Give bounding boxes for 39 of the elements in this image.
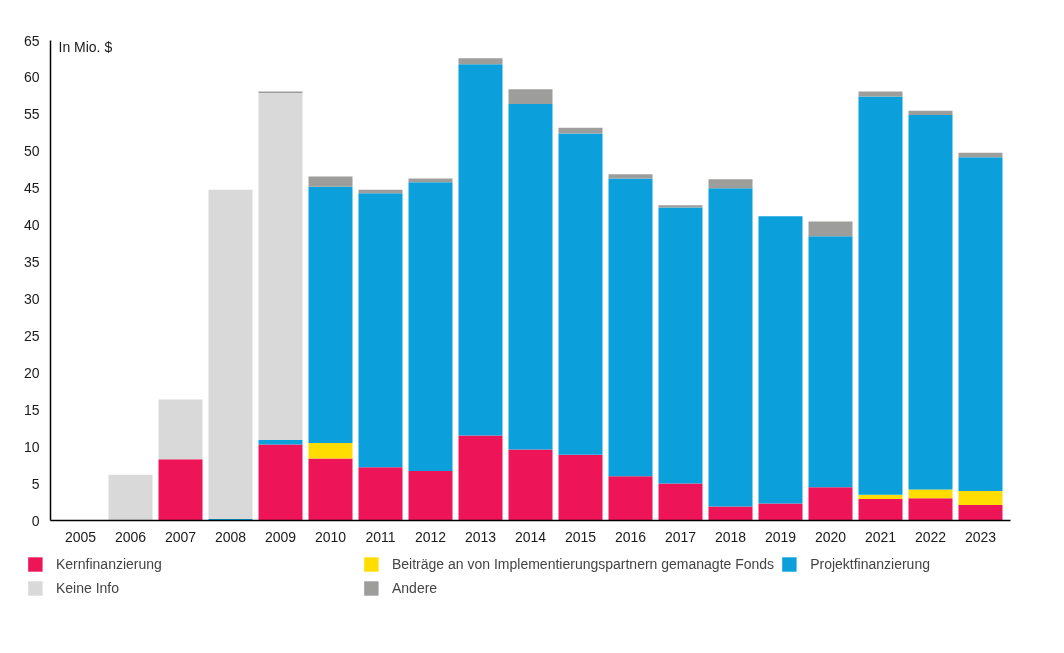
x-tick-label: 2013 xyxy=(464,528,497,545)
x-tick-label: 2020 xyxy=(814,528,847,545)
x-tick-label: 2023 xyxy=(964,528,997,545)
y-tick-label: 10 xyxy=(23,438,40,455)
y-tick-label: 30 xyxy=(23,290,40,307)
x-tick-label: 2006 xyxy=(114,528,147,545)
x-tick-label: 2016 xyxy=(614,528,647,545)
y-tick-label: 40 xyxy=(23,217,40,234)
legend-label: Projektfinanzierung xyxy=(810,555,931,573)
legend-label: Andere xyxy=(392,579,439,597)
y-tick-label: 0 xyxy=(31,512,40,529)
y-tick-label: 50 xyxy=(23,143,40,160)
y-axis-title: In Mio. $ xyxy=(58,38,113,55)
x-tick-label: 2017 xyxy=(664,528,697,545)
x-tick-label: 2021 xyxy=(864,528,897,545)
y-tick-label: 20 xyxy=(23,364,40,381)
x-tick-label: 2014 xyxy=(514,528,547,545)
y-tick-label: 15 xyxy=(23,401,40,418)
y-tick-label: 65 xyxy=(23,32,40,49)
x-tick-label: 2011 xyxy=(365,528,396,545)
x-tick-label: 2005 xyxy=(64,528,97,545)
x-tick-label: 2008 xyxy=(214,528,247,545)
y-tick-label: 45 xyxy=(23,180,40,197)
x-tick-label: 2019 xyxy=(764,528,797,545)
legend-label: Keine Info xyxy=(56,579,121,597)
x-tick-label: 2018 xyxy=(714,528,747,545)
legend-label: Beiträge an von Implementierungspartnern gemanagte Fonds xyxy=(392,555,775,573)
y-tick-label: 5 xyxy=(31,475,40,492)
y-tick-label: 55 xyxy=(23,106,40,123)
x-tick-label: 2015 xyxy=(564,528,597,545)
legend-label: Kernfinanzierung xyxy=(56,555,163,573)
y-tick-label: 25 xyxy=(23,327,40,344)
x-tick-label: 2007 xyxy=(164,528,197,545)
x-tick-label: 2009 xyxy=(264,528,297,545)
y-tick-label: 35 xyxy=(23,254,40,271)
x-tick-label: 2012 xyxy=(414,528,447,545)
x-tick-label: 2022 xyxy=(914,528,947,545)
x-tick-label: 2010 xyxy=(314,528,347,545)
y-tick-label: 60 xyxy=(23,69,40,86)
